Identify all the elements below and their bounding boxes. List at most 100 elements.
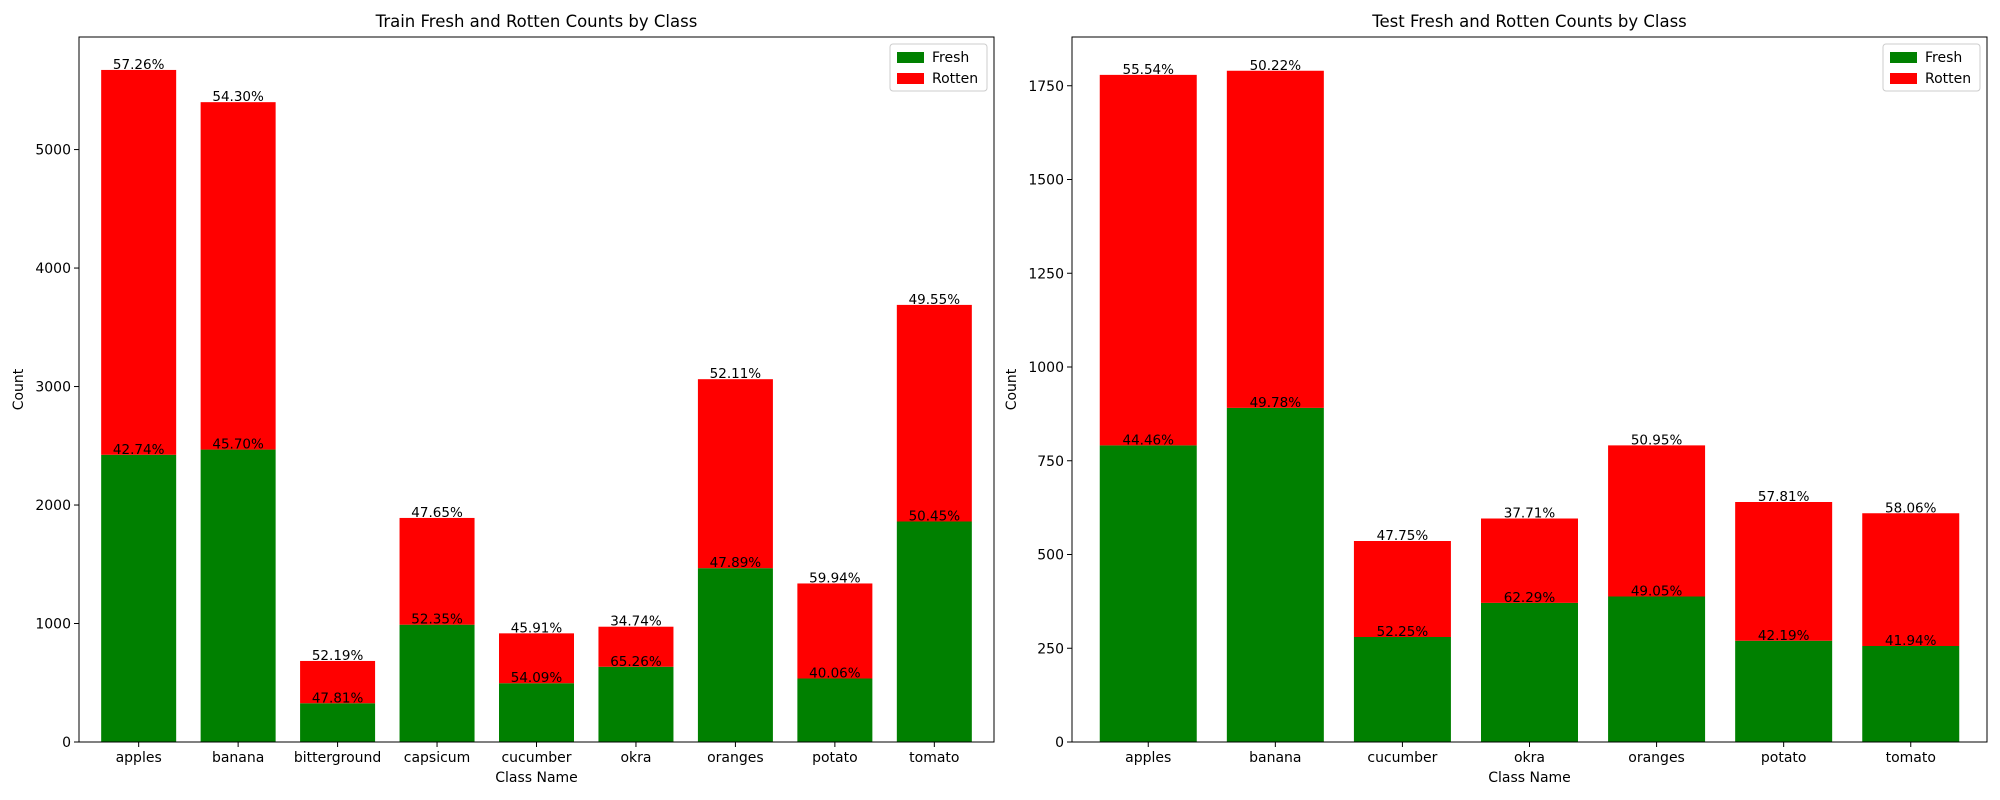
data-label-fresh: 50.45% [909, 508, 961, 524]
x-tick-label: oranges [707, 750, 764, 766]
y-tick-label: 3000 [35, 380, 71, 396]
bar-rotten-capsicum [399, 517, 475, 625]
x-tick-label: capsicum [404, 750, 471, 766]
y-tick-label: 1500 [1028, 173, 1064, 189]
bar-fresh-cucumber [1353, 637, 1451, 742]
legend-label-fresh: Fresh [1925, 50, 1962, 66]
x-tick-label: okra [620, 750, 651, 766]
bar-fresh-oranges [697, 568, 773, 742]
chart-title: Train Fresh and Rotten Counts by Class [375, 12, 698, 31]
y-tick-label: 1750 [1028, 79, 1064, 95]
legend-swatch-fresh [897, 52, 924, 63]
legend-swatch-rotten [897, 73, 924, 84]
data-label-rotten: 57.81% [1758, 489, 1810, 505]
bar-fresh-potato [797, 678, 873, 742]
data-label-fresh: 62.29% [1504, 590, 1556, 606]
y-tick-label: 1250 [1028, 266, 1064, 282]
y-axis-label: Count [1004, 368, 1020, 410]
bar-fresh-banana [1226, 407, 1324, 742]
x-tick-label: banana [1249, 750, 1301, 766]
x-tick-label: tomato [1886, 750, 1936, 766]
data-label-rotten: 52.11% [710, 366, 762, 382]
y-tick-label: 4000 [35, 261, 71, 277]
data-label-fresh: 49.78% [1250, 395, 1302, 411]
bar-rotten-tomato [896, 304, 972, 522]
legend-swatch-fresh [1890, 52, 1917, 63]
legend: Fresh Rotten [1882, 43, 1981, 92]
data-label-rotten: 37.71% [1504, 506, 1556, 522]
data-label-fresh: 42.74% [113, 442, 165, 458]
bar-fresh-tomato [896, 521, 972, 742]
x-axis-label: Class Name [1488, 770, 1571, 786]
y-tick-label: 1000 [1028, 360, 1064, 376]
data-label-rotten: 34.74% [610, 614, 662, 630]
x-tick-label: apples [1125, 750, 1171, 766]
legend-label-rotten: Rotten [932, 71, 978, 87]
x-tick-label: apples [116, 750, 162, 766]
data-label-rotten: 57.26% [113, 57, 165, 73]
y-tick-label: 250 [1037, 641, 1064, 657]
y-tick-label: 0 [1055, 735, 1064, 751]
x-tick-label: potato [812, 750, 858, 766]
bar-fresh-apples [101, 454, 177, 742]
data-label-fresh: 47.89% [710, 555, 762, 571]
bar-rotten-banana [200, 102, 276, 450]
chart-train: 42.74% 57.26% apples 45.70% 54.30% banana 47.8… [11, 12, 995, 786]
bar-fresh-oranges [1608, 596, 1706, 742]
data-label-fresh: 47.81% [312, 690, 364, 706]
data-label-rotten: 52.19% [312, 648, 364, 664]
bar-rotten-apples [101, 69, 177, 455]
bar-fresh-tomato [1862, 646, 1960, 742]
data-label-fresh: 42.19% [1758, 628, 1810, 644]
bar-fresh-banana [200, 449, 276, 742]
data-label-rotten: 47.65% [411, 505, 463, 521]
bar-rotten-cucumber [1353, 541, 1451, 637]
data-label-rotten: 59.94% [809, 570, 861, 586]
bar-rotten-tomato [1862, 513, 1960, 646]
data-label-fresh: 45.70% [212, 437, 264, 453]
bar-rotten-oranges [697, 379, 773, 569]
legend-label-rotten: Rotten [1925, 71, 1971, 87]
x-tick-label: potato [1761, 750, 1807, 766]
data-label-rotten: 50.95% [1631, 432, 1683, 448]
bar-fresh-cucumber [499, 683, 574, 742]
bar-fresh-okra [598, 666, 674, 742]
bar-rotten-banana [1226, 70, 1324, 408]
bar-rotten-potato [1735, 502, 1833, 641]
x-tick-label: bitterground [294, 750, 381, 766]
legend: Fresh Rotten [889, 43, 988, 92]
data-label-fresh: 49.05% [1631, 584, 1683, 600]
data-label-rotten: 47.75% [1377, 528, 1429, 544]
x-tick-label: cucumber [1367, 750, 1437, 766]
chart-title: Test Fresh and Rotten Counts by Class [1371, 12, 1687, 31]
plot-frame [78, 36, 995, 743]
data-label-rotten: 55.54% [1123, 62, 1175, 78]
bar-fresh-bitterground [300, 703, 376, 742]
data-label-rotten: 49.55% [909, 292, 961, 308]
data-label-rotten: 45.91% [511, 620, 563, 636]
y-tick-label: 500 [1037, 548, 1064, 564]
data-label-fresh: 52.25% [1377, 624, 1429, 640]
legend-label-fresh: Fresh [932, 50, 969, 66]
data-label-rotten: 50.22% [1250, 58, 1302, 74]
bar-rotten-potato [797, 583, 873, 679]
bar-rotten-bitterground [300, 660, 376, 704]
x-axis-label: Class Name [495, 770, 578, 786]
y-axis-label: Count [11, 368, 27, 410]
x-tick-label: oranges [1628, 750, 1685, 766]
bar-fresh-okra [1481, 602, 1578, 742]
data-label-fresh: 54.09% [511, 670, 563, 686]
data-label-fresh: 65.26% [610, 654, 662, 670]
y-tick-label: 1000 [35, 617, 71, 633]
y-tick-label: 2000 [35, 498, 71, 514]
x-tick-label: tomato [909, 750, 959, 766]
bar-rotten-okra [598, 626, 674, 667]
plot-frame [1071, 36, 1988, 743]
bar-rotten-cucumber [499, 633, 574, 684]
bar-rotten-apples [1099, 74, 1197, 446]
data-label-rotten: 54.30% [212, 89, 264, 105]
x-tick-label: cucumber [501, 750, 571, 766]
bar-fresh-capsicum [399, 624, 475, 742]
y-tick-label: 5000 [35, 143, 71, 159]
